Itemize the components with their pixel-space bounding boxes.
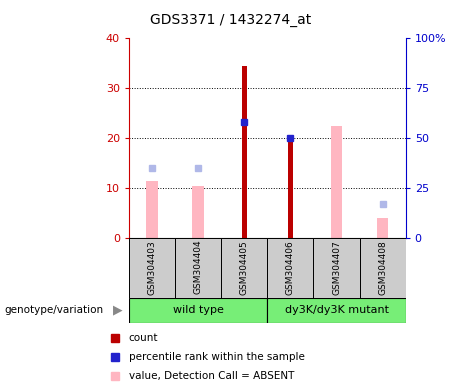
Text: GSM304406: GSM304406 <box>286 240 295 295</box>
Bar <box>267 298 406 323</box>
Text: GSM304405: GSM304405 <box>240 240 249 295</box>
Text: ▶: ▶ <box>113 304 122 316</box>
Bar <box>313 238 360 298</box>
Bar <box>193 186 204 238</box>
Text: genotype/variation: genotype/variation <box>5 305 104 315</box>
Bar <box>360 238 406 298</box>
Text: wild type: wild type <box>173 305 224 315</box>
Text: dy3K/dy3K mutant: dy3K/dy3K mutant <box>284 305 389 315</box>
Bar <box>147 180 158 238</box>
Text: GSM304404: GSM304404 <box>194 240 203 295</box>
Bar <box>129 298 267 323</box>
Text: percentile rank within the sample: percentile rank within the sample <box>129 352 304 362</box>
Bar <box>377 218 388 238</box>
Text: value, Detection Call = ABSENT: value, Detection Call = ABSENT <box>129 371 294 381</box>
Bar <box>288 141 293 238</box>
Text: GSM304403: GSM304403 <box>148 240 157 295</box>
Bar <box>129 238 175 298</box>
Bar <box>267 238 313 298</box>
Text: count: count <box>129 333 158 343</box>
Bar <box>221 238 267 298</box>
Text: GDS3371 / 1432274_at: GDS3371 / 1432274_at <box>150 13 311 27</box>
Bar <box>175 238 221 298</box>
Text: GSM304407: GSM304407 <box>332 240 341 295</box>
Bar <box>242 66 247 238</box>
Bar <box>331 126 342 238</box>
Text: GSM304408: GSM304408 <box>378 240 387 295</box>
